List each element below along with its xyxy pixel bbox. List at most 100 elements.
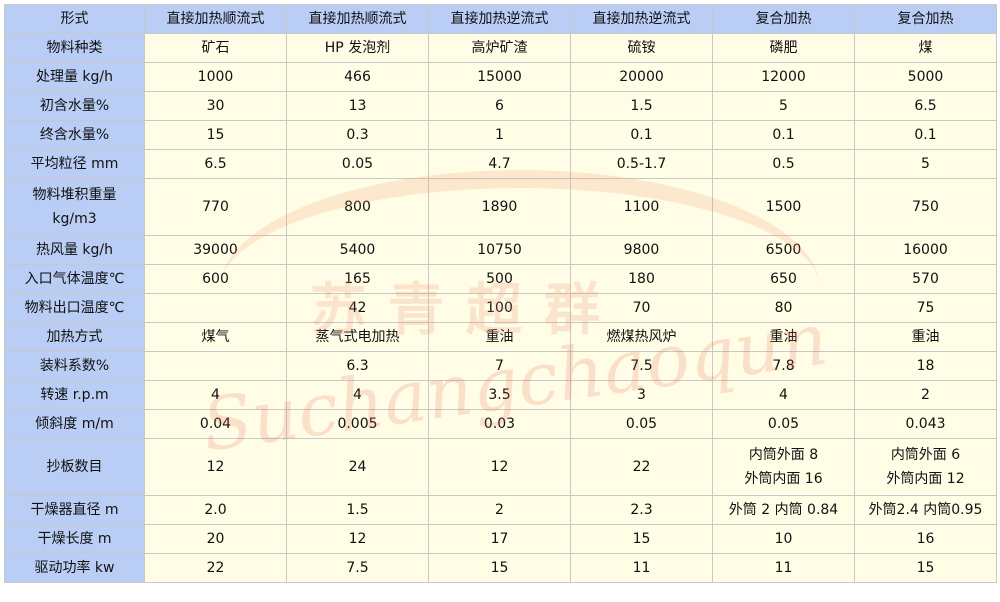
header-cell: 直接加热顺流式 [287,5,428,33]
table-cell: 16 [855,525,996,553]
table-cell: 2 [429,496,570,524]
table-cell: 0.1 [713,121,854,149]
table-cell: 0.5-1.7 [571,150,712,178]
table-row: 物料出口温度℃ 42 100 70 80 75 [5,294,996,322]
header-cell: 直接加热逆流式 [429,5,570,33]
table-cell: 5 [855,150,996,178]
table-cell: HP 发泡剂 [287,34,428,62]
table-cell: 39000 [145,236,286,264]
table-cell: 800 [287,179,428,235]
table-row: 装料系数% 6.3 7 7.5 7.8 18 [5,352,996,380]
table-cell: 20 [145,525,286,553]
table-cell: 12000 [713,63,854,91]
table-cell: 外筒 2 内筒 0.84 [713,496,854,524]
table-cell: 9800 [571,236,712,264]
table-cell: 5400 [287,236,428,264]
table-cell: 0.1 [571,121,712,149]
table-cell: 重油 [713,323,854,351]
table-cell: 蒸气式电加热 [287,323,428,351]
table-cell: 内筒外面 8 外筒内面 16 [713,439,854,495]
table-cell: 12 [145,439,286,495]
table-cell: 0.05 [713,410,854,438]
table-cell: 1.5 [287,496,428,524]
dryer-spec-table: 形式 直接加热顺流式 直接加热顺流式 直接加热逆流式 直接加热逆流式 复合加热 复合加热 物料… [4,4,997,583]
table-row: 干燥器直径 m 2.0 1.5 2 2.3 外筒 2 内筒 0.84 外筒2.4 内筒0.9… [5,496,996,524]
table-row: 抄板数目 12 24 12 22 内筒外面 8 外筒内面 16 内筒外面 6 外筒内面 12 [5,439,996,495]
table-cell: 磷肥 [713,34,854,62]
table-cell: 0.1 [855,121,996,149]
row-label: 入口气体温度℃ [5,265,144,293]
table-cell: 燃煤热风炉 [571,323,712,351]
table-cell: 750 [855,179,996,235]
table-cell: 770 [145,179,286,235]
row-label: 装料系数% [5,352,144,380]
table-cell: 13 [287,92,428,120]
row-label: 倾斜度 m/m [5,410,144,438]
table-cell: 高炉矿渣 [429,34,570,62]
table-cell: 1 [429,121,570,149]
table-cell: 3.5 [429,381,570,409]
table-cell: 3 [571,381,712,409]
header-cell: 复合加热 [713,5,854,33]
table-cell: 煤气 [145,323,286,351]
table-row: 入口气体温度℃ 600 165 500 180 650 570 [5,265,996,293]
table-row: 平均粒径 mm 6.5 0.05 4.7 0.5-1.7 0.5 5 [5,150,996,178]
table-cell: 4 [713,381,854,409]
table-cell: 22 [571,439,712,495]
table-cell: 内筒外面 6 外筒内面 12 [855,439,996,495]
table-cell: 500 [429,265,570,293]
table-cell: 7.8 [713,352,854,380]
table-cell: 42 [287,294,428,322]
table-cell: 15000 [429,63,570,91]
table-cell: 6.5 [145,150,286,178]
table-cell: 24 [287,439,428,495]
table-cell: 5000 [855,63,996,91]
table-cell: 70 [571,294,712,322]
header-cell: 直接加热逆流式 [571,5,712,33]
row-label: 干燥器直径 m [5,496,144,524]
table-cell: 4 [145,381,286,409]
table-cell: 7 [429,352,570,380]
table-cell: 650 [713,265,854,293]
table-cell: 0.04 [145,410,286,438]
row-label: 平均粒径 mm [5,150,144,178]
table-cell: 1.5 [571,92,712,120]
table-row: 热风量 kg/h 39000 5400 10750 9800 6500 16000 [5,236,996,264]
table-cell: 17 [429,525,570,553]
table-cell: 180 [571,265,712,293]
table-cell: 0.005 [287,410,428,438]
header-cell: 形式 [5,5,144,33]
table-cell: 6 [429,92,570,120]
table-cell: 10 [713,525,854,553]
row-label: 干燥长度 m [5,525,144,553]
table-cell: 466 [287,63,428,91]
table-cell: 1500 [713,179,854,235]
row-label: 热风量 kg/h [5,236,144,264]
table-row: 转速 r.p.m 4 4 3.5 3 4 2 [5,381,996,409]
table-cell: 12 [429,439,570,495]
table-cell: 4 [287,381,428,409]
table-row: 处理量 kg/h 1000 466 15000 20000 12000 5000 [5,63,996,91]
row-label: 初含水量% [5,92,144,120]
table-cell: 2 [855,381,996,409]
table-row: 倾斜度 m/m 0.04 0.005 0.03 0.05 0.05 0.043 [5,410,996,438]
table-cell: 1100 [571,179,712,235]
row-label: 抄板数目 [5,439,144,495]
row-label: 处理量 kg/h [5,63,144,91]
table-cell: 2.0 [145,496,286,524]
table-cell: 矿石 [145,34,286,62]
table-cell: 2.3 [571,496,712,524]
table-cell: 100 [429,294,570,322]
table-cell: 12 [287,525,428,553]
row-label: 物料出口温度℃ [5,294,144,322]
table-cell: 5 [713,92,854,120]
table-cell: 6500 [713,236,854,264]
table-row: 干燥长度 m 20 12 17 15 10 16 [5,525,996,553]
table-cell: 重油 [429,323,570,351]
table-row: 终含水量% 15 0.3 1 0.1 0.1 0.1 [5,121,996,149]
table-cell [145,352,286,380]
table-cell: 22 [145,554,286,582]
table-row: 物料种类 矿石 HP 发泡剂 高炉矿渣 硫铵 磷肥煤 [5,34,996,62]
table-cell: 11 [571,554,712,582]
table-cell: 6.5 [855,92,996,120]
